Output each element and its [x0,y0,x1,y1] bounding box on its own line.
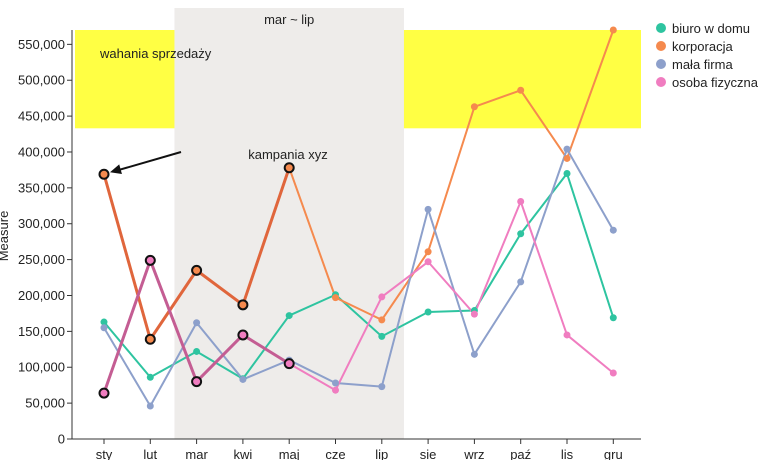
legend-label-mala-firma: mała firma [672,57,733,72]
legend-label-biuro-w-domu: biuro w domu [672,21,750,36]
data-point-biuro-w-domu [193,347,201,355]
data-point-korporacja [517,86,525,94]
data-point-korporacja-emphasized [98,168,110,180]
data-point-biuro-w-domu [517,230,525,238]
data-point-biuro-w-domu [146,373,154,381]
x-tick-label: cze [325,447,345,460]
data-point-mala-firma [100,324,108,332]
annotation-arrow-line [117,151,182,172]
data-point-osoba-fizyczna [332,386,339,394]
highlight-range-mar-lip [174,8,404,439]
data-point-osoba-fizyczna-emphasized [283,358,295,370]
data-point-osoba-fizyczna [378,293,386,301]
data-point-mala-firma [563,145,571,153]
data-point-osoba-fizyczna-emphasized [98,387,110,399]
legend-swatch-biuro-w-domu [656,23,666,33]
data-point-osoba-fizyczna-emphasized [144,254,156,266]
data-point-mala-firma [609,226,617,234]
y-tick-label: 0 [58,432,65,447]
y-axis-title: Measure [0,211,11,262]
x-tick-label: kwi [234,447,253,460]
y-tick-label: 250,000 [18,252,65,267]
data-point-korporacja [563,154,571,162]
legend-swatch-mala-firma [656,59,666,69]
y-tick-label: 50,000 [25,396,65,411]
y-tick-label: 550,000 [18,37,65,52]
y-tick-label: 500,000 [18,73,65,88]
data-point-mala-firma [517,278,525,286]
x-tick-label: sie [420,447,437,460]
x-tick-label: paź [510,447,531,460]
annotation-label: kampania xyz [248,147,327,162]
data-point-biuro-w-domu [563,170,571,178]
x-tick-label: lis [561,447,574,460]
x-tick-label: maj [279,447,300,460]
y-tick-label: 450,000 [18,109,65,124]
data-point-osoba-fizyczna [563,331,571,339]
x-tick-label: gru [604,447,623,460]
axes: 0 50,000 100,000 150,000 200,000 250,000 300,0… [0,30,641,460]
data-point-mala-firma [332,379,339,387]
background-layer: mar ~ lip wahania sprzedaży [75,8,641,439]
data-point-korporacja-emphasized [283,162,295,174]
x-tick-label: sty [96,447,113,460]
data-point-mala-firma [378,383,386,391]
legend-label-korporacja: korporacja [672,39,733,54]
data-point-osoba-fizyczna [470,310,478,318]
x-tick-label: wrz [463,447,484,460]
data-point-mala-firma [146,402,154,410]
data-point-osoba-fizyczna [609,369,617,377]
x-tick-label: lut [143,447,157,460]
data-point-korporacja [378,316,386,324]
x-tick-label: mar [185,447,208,460]
data-point-korporacja [424,248,432,256]
series-points [98,26,617,410]
data-point-korporacja-emphasized [144,333,156,345]
annotations: kampania xyz [110,147,328,175]
data-point-osoba-fizyczna-emphasized [191,376,203,388]
data-point-korporacja [609,26,617,34]
data-point-biuro-w-domu [424,308,432,316]
highlight-range-label: mar ~ lip [264,12,314,27]
data-point-korporacja [470,103,478,111]
series-line-mala-firma [103,148,615,407]
highlight-band-label: wahania sprzedaży [99,46,212,61]
y-tick-label: 350,000 [18,180,65,195]
data-point-osoba-fizyczna-emphasized [237,329,249,341]
y-tick-label: 200,000 [18,288,65,303]
legend-swatch-korporacja [656,41,666,51]
y-tick-label: 300,000 [18,216,65,231]
data-point-korporacja [332,294,339,302]
data-point-osoba-fizyczna [424,258,432,266]
data-point-korporacja-emphasized [237,299,249,311]
data-point-mala-firma [193,319,201,327]
data-point-korporacja-emphasized [191,264,203,276]
data-point-biuro-w-domu [609,314,617,322]
y-tick-label: 150,000 [18,324,65,339]
annotation-arrow-head [110,164,122,175]
data-point-biuro-w-domu [285,312,293,320]
legend-swatch-osoba-fizyczna [656,77,666,87]
data-point-biuro-w-domu [100,318,108,326]
y-tick-label: 100,000 [18,360,65,375]
data-point-mala-firma [470,350,478,358]
data-point-osoba-fizyczna [517,197,525,205]
data-point-mala-firma [424,205,432,213]
legend-label-osoba-fizyczna: osoba fizyczna [672,75,759,90]
y-tick-label: 400,000 [18,144,65,159]
data-point-mala-firma [239,375,247,383]
legend: biuro w domu korporacja mała firma osoba fi… [656,21,759,90]
x-tick-label: lip [375,447,388,460]
data-point-biuro-w-domu [378,332,386,340]
